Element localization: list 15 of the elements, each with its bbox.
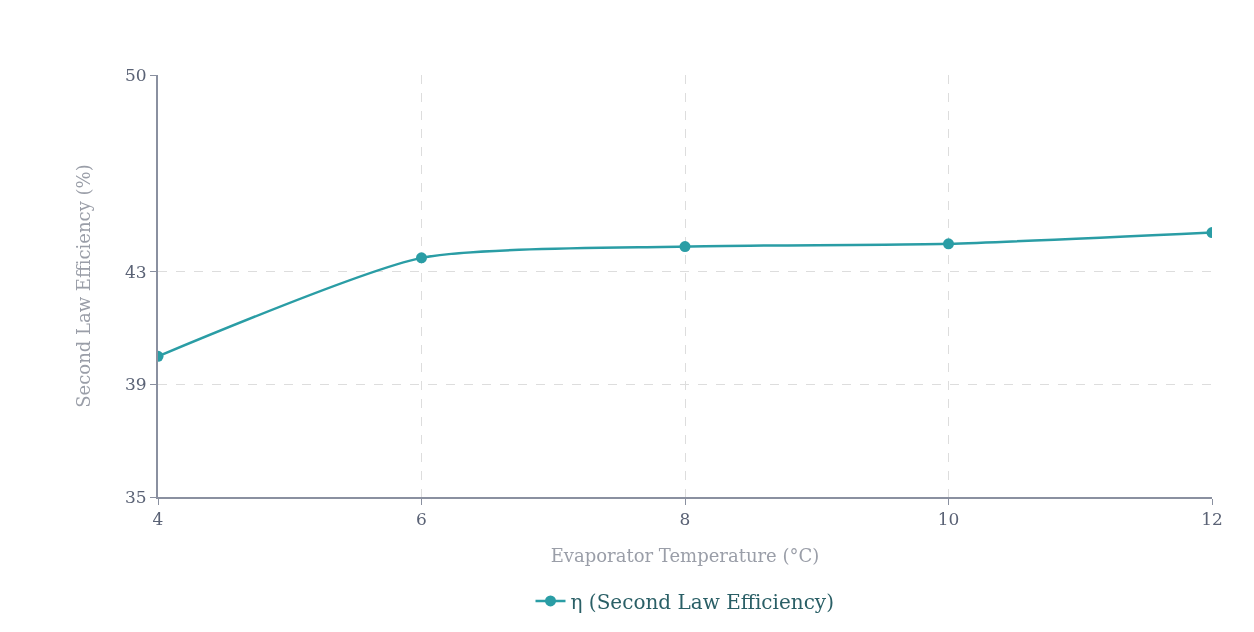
y-tick-label: 50 xyxy=(124,64,147,85)
y-tick-label: 39 xyxy=(124,374,147,395)
legend-label: η (Second Law Efficiency) xyxy=(570,589,834,614)
x-tick-label: 8 xyxy=(679,509,691,530)
x-tick-label: 12 xyxy=(1201,509,1223,530)
y-axis-title: Second Law Efficiency (%) xyxy=(72,164,94,408)
point xyxy=(416,252,427,264)
x-tick-label: 6 xyxy=(416,509,427,530)
x-tick-label: 10 xyxy=(937,509,960,530)
point xyxy=(943,238,954,250)
point xyxy=(679,241,691,253)
x-tick-label: 4 xyxy=(152,509,164,530)
y-tick-label: 35 xyxy=(124,486,147,507)
x-axis-title: Evaporator Temperature (°C) xyxy=(550,545,820,566)
y-tick-label: 43 xyxy=(124,261,147,282)
